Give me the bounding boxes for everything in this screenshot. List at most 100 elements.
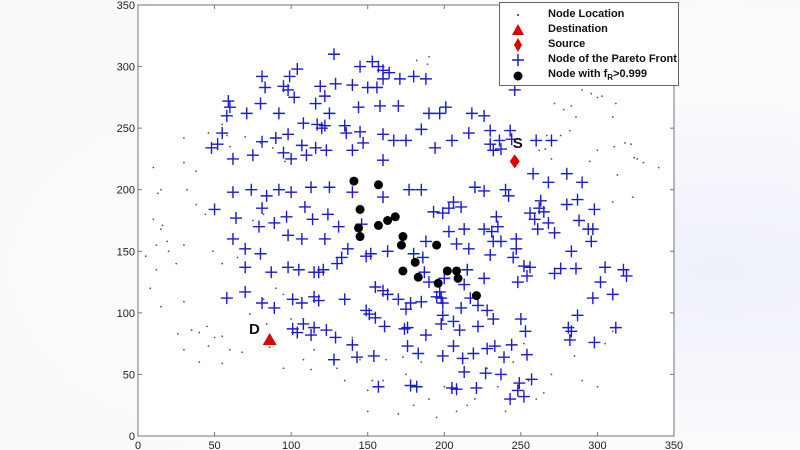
pareto-point <box>560 167 573 180</box>
pareto-point <box>502 189 515 202</box>
pareto-point <box>328 353 341 366</box>
node-point <box>366 389 369 392</box>
pareto-point <box>407 247 420 260</box>
node-point <box>402 356 404 359</box>
pareto-point <box>507 251 520 264</box>
pareto-point <box>442 202 455 215</box>
y-tick-label: 50 <box>123 369 135 381</box>
pareto-point <box>323 107 336 120</box>
legend-item-source: Source <box>500 37 678 53</box>
pareto-point <box>569 262 582 275</box>
node-point <box>611 116 614 118</box>
node-point <box>575 116 577 118</box>
node-point <box>573 355 576 357</box>
pareto-point <box>478 109 491 122</box>
pareto-point <box>416 251 429 264</box>
node-point <box>313 348 316 351</box>
pareto-point <box>419 235 432 248</box>
node-point <box>213 336 216 339</box>
node-point <box>221 262 224 265</box>
pareto-point <box>462 242 475 255</box>
pareto-point <box>223 101 236 114</box>
pareto-point <box>484 138 497 151</box>
node-point <box>474 398 476 400</box>
node-point <box>614 102 617 105</box>
pareto-point <box>400 303 412 316</box>
pareto-point <box>490 210 503 223</box>
pareto-point <box>620 269 633 282</box>
pareto-point <box>282 128 295 141</box>
pareto-point <box>369 311 382 324</box>
pareto-point <box>226 232 239 245</box>
pareto-point <box>383 66 396 79</box>
pareto-point <box>560 198 573 211</box>
pareto-point <box>471 299 484 312</box>
node-point <box>268 346 271 349</box>
legend-label: Node with fR>0.999 <box>548 68 648 83</box>
pareto-point <box>542 216 555 229</box>
destination-triangle <box>262 332 277 345</box>
node-point <box>420 361 423 364</box>
pareto-point <box>291 63 304 76</box>
pareto-point <box>372 380 385 393</box>
pareto-point <box>484 124 497 137</box>
node-point <box>284 160 286 163</box>
pareto-point <box>297 317 310 330</box>
pareto-point <box>436 309 449 322</box>
pareto-front-points <box>205 48 633 406</box>
pareto-point <box>504 124 517 137</box>
pareto-point <box>254 247 267 260</box>
node-point <box>195 170 198 173</box>
pareto-point <box>571 309 584 322</box>
node-point <box>176 332 179 335</box>
pareto-point <box>239 242 252 255</box>
node-point <box>527 379 530 382</box>
node-point <box>343 379 346 382</box>
pareto-point <box>525 373 538 386</box>
node-point <box>630 143 633 146</box>
pareto-point <box>300 149 313 162</box>
legend-label: Node Location <box>548 8 625 20</box>
pareto-point <box>519 325 532 338</box>
pareto-point <box>378 320 391 333</box>
pareto-point <box>478 272 491 285</box>
pareto-point <box>220 292 233 305</box>
pareto-point <box>609 321 622 334</box>
pareto-point <box>309 97 322 110</box>
node-point <box>221 335 224 338</box>
reliable-point <box>349 176 359 186</box>
legend-label: Node of the Pareto Front <box>548 53 677 65</box>
pareto-point <box>369 280 382 293</box>
pareto-point <box>415 183 428 196</box>
pareto-point <box>265 266 278 279</box>
node-point <box>616 174 619 176</box>
pareto-point <box>377 191 390 204</box>
pareto-point <box>433 107 446 120</box>
pareto-point <box>511 384 524 397</box>
pareto-point <box>297 117 310 130</box>
pareto-point <box>254 97 267 110</box>
pareto-point <box>422 107 435 120</box>
node-point <box>183 348 185 351</box>
pareto-point <box>240 107 253 120</box>
pareto-point <box>488 340 501 353</box>
reliable-point <box>355 204 365 214</box>
pareto-point <box>576 176 589 189</box>
pareto-point <box>216 127 229 140</box>
y-tick-label: 200 <box>117 185 135 197</box>
node-point <box>310 368 312 371</box>
node-point <box>351 336 354 339</box>
node-point <box>152 166 155 169</box>
legend-item-high-reliability: Node with fR>0.999 <box>500 67 678 83</box>
pareto-point <box>320 144 333 157</box>
pareto-point <box>418 266 431 279</box>
node-point <box>426 63 429 66</box>
pareto-point <box>280 210 293 223</box>
reliable-point <box>453 273 463 283</box>
x-tick-label: 150 <box>359 440 377 450</box>
node-point <box>175 262 178 265</box>
pareto-point <box>282 83 295 96</box>
pareto-point <box>491 220 504 233</box>
node-point <box>604 342 606 345</box>
node-point <box>221 123 224 126</box>
